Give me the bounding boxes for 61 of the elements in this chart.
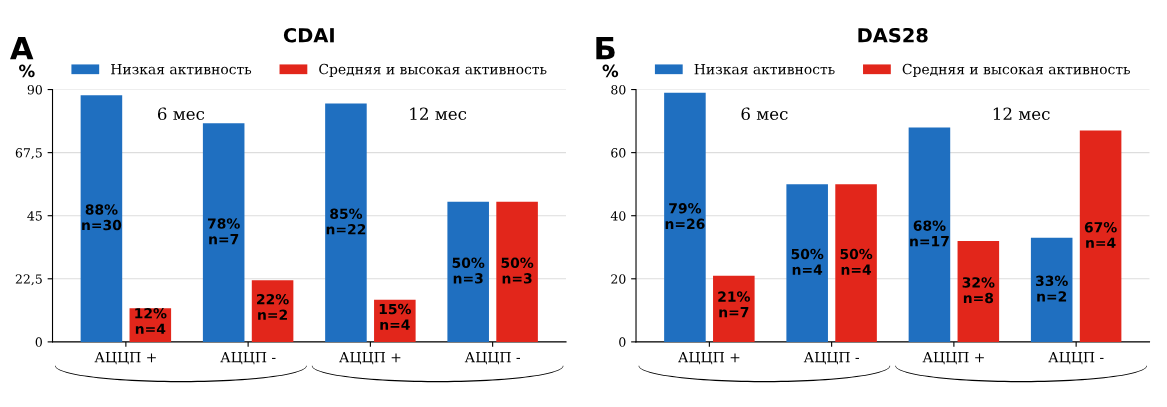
x-tick-label: АЦЦП -: [220, 352, 276, 365]
data-label: 22% n=2: [257, 293, 289, 320]
data-label: 50% n=4: [791, 248, 824, 275]
bar: [713, 275, 755, 342]
y-tick-label: 45: [27, 211, 42, 221]
annotation: 6 мес: [157, 107, 205, 121]
bar: [447, 201, 489, 342]
x-tick-label: АЦЦП -: [464, 352, 521, 365]
legend-label: Средняя и высокая активность: [902, 63, 1131, 78]
x-tick-label: АЦЦП +: [922, 352, 984, 365]
data-label: 21% n=7: [718, 291, 750, 318]
annotation: 6 мес: [741, 107, 788, 121]
y-tick-label: 67,5: [15, 148, 42, 160]
bar: [664, 92, 706, 342]
data-label: 50% n=3: [501, 257, 534, 284]
data-label: 12% n=4: [135, 308, 167, 334]
data-label: 32% n=8: [962, 277, 995, 304]
text: Б: [596, 36, 615, 60]
y-tick-label: 40: [610, 211, 626, 221]
y-tick-label: 90: [27, 85, 42, 95]
legend-label: Низкая активность: [111, 64, 252, 75]
x-tick-label: АЦЦП -: [1048, 352, 1104, 365]
bar: [835, 184, 877, 342]
y-tick-label: 20: [611, 274, 626, 284]
y-tick-label: 22,5: [15, 274, 42, 286]
y-tick-label: 0: [35, 337, 42, 347]
x-tick-label: АЦЦП +: [94, 352, 156, 365]
bar: [908, 127, 951, 342]
annotation: 12 мес: [410, 107, 467, 121]
data-label: 78% n=7: [207, 218, 240, 245]
text: А: [10, 36, 34, 60]
data-label: 67% n=4: [1084, 221, 1117, 248]
y-axis-title: %: [19, 64, 35, 78]
legend-label: Средняя и высокая активность: [319, 63, 547, 78]
y-tick-label: 60: [611, 148, 626, 158]
bar: [496, 201, 538, 342]
chart-title: DAS28: [858, 27, 928, 43]
x-tick-label: АЦЦП -: [803, 352, 859, 365]
legend-label: Низкая активность: [694, 64, 835, 75]
x-tick-label: АЦЦП +: [678, 352, 740, 365]
data-label: 15% n=4: [379, 303, 412, 330]
bar: [957, 240, 1000, 342]
data-label: 68% n=17: [910, 220, 949, 247]
data-label: 50% n=3: [452, 257, 485, 284]
data-label: 50% n=4: [840, 248, 873, 275]
y-axis-title: %: [602, 64, 619, 78]
bar: [1030, 237, 1073, 342]
x-tick-label: АЦЦП +: [339, 352, 401, 365]
y-tick-label: 0: [619, 337, 626, 347]
bar: [1079, 130, 1122, 342]
chart-title: CDAI: [283, 27, 334, 43]
data-label: 33% n=2: [1036, 275, 1068, 302]
bar: [80, 95, 123, 342]
bar: [202, 123, 245, 342]
data-label: 79% n=26: [665, 203, 705, 230]
annotation: 12 мес: [993, 107, 1050, 121]
bar: [325, 103, 367, 342]
data-label: 88% n=30: [82, 204, 122, 231]
data-label: 85% n=22: [326, 208, 366, 235]
bar: [786, 184, 828, 342]
y-tick-label: 80: [611, 85, 626, 95]
